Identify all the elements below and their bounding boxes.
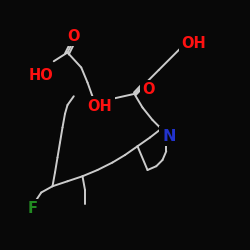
Text: HO: HO xyxy=(29,68,54,82)
Text: OH: OH xyxy=(88,99,112,114)
Point xyxy=(102,106,106,110)
Text: F: F xyxy=(28,201,38,216)
Text: N: N xyxy=(162,129,175,144)
Text: OH: OH xyxy=(182,36,206,51)
Text: O: O xyxy=(68,29,80,44)
Text: O: O xyxy=(142,82,155,98)
